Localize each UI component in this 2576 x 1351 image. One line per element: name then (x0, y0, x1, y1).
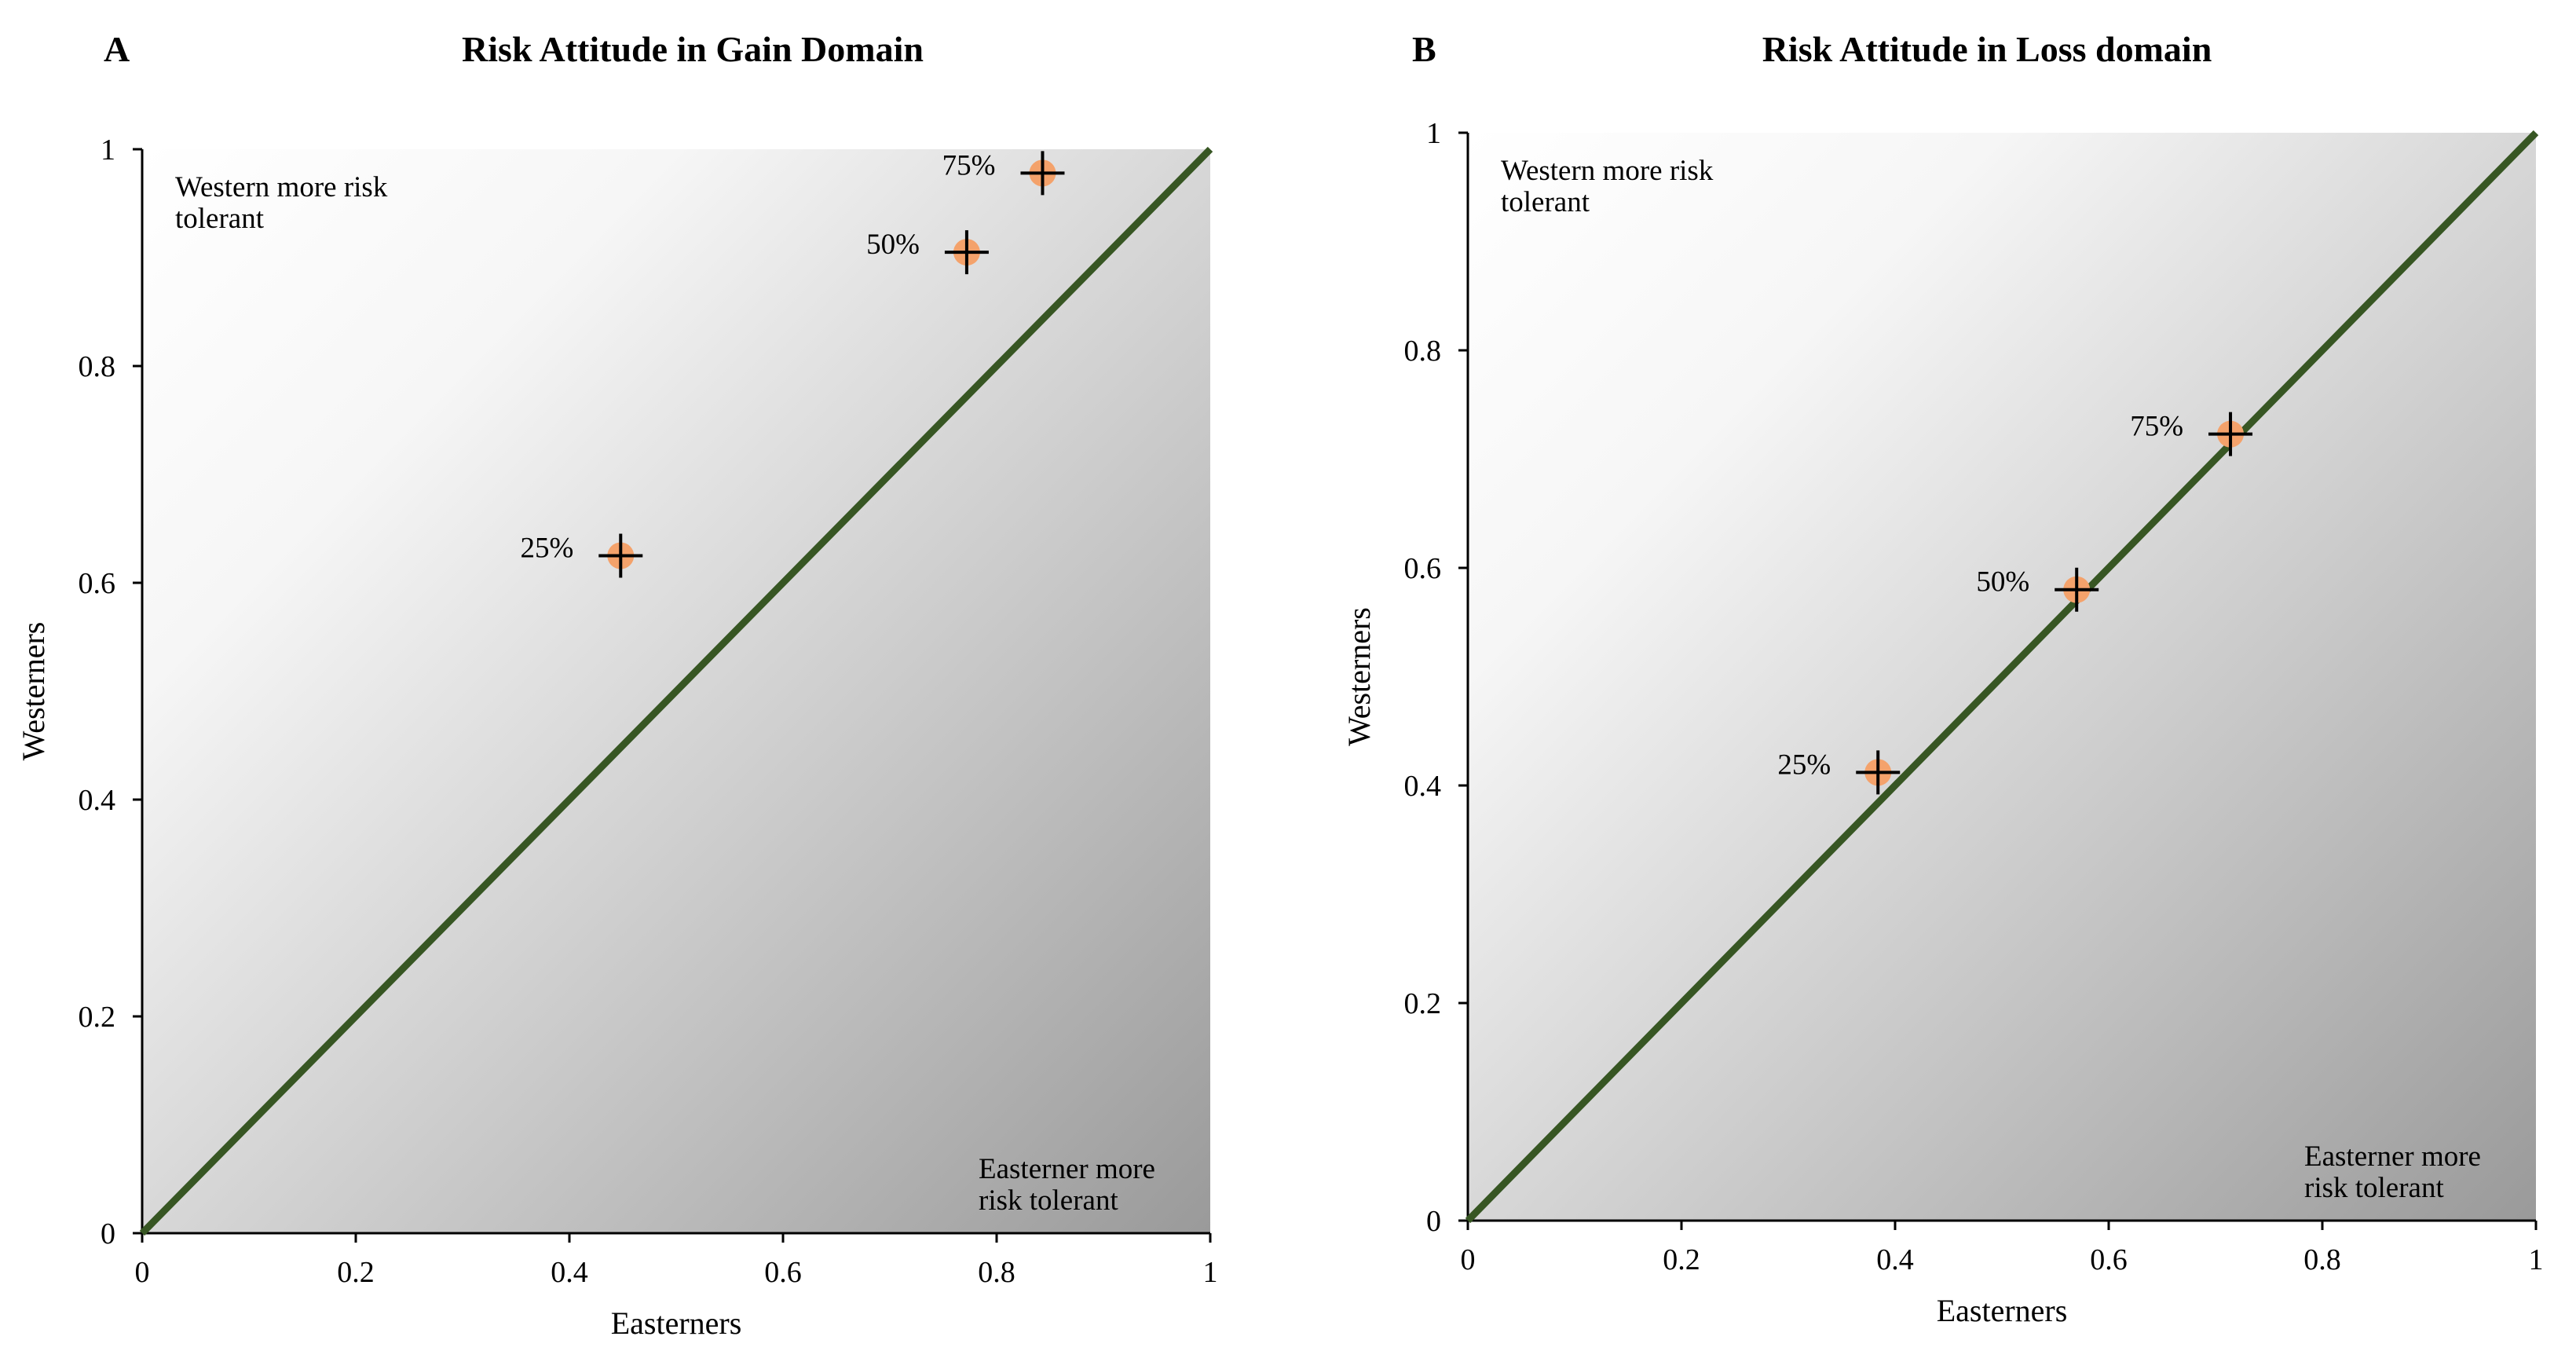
annotation-line: tolerant (1501, 186, 1590, 218)
point-label: 50% (866, 229, 920, 261)
y-tick-label: 0.2 (79, 1001, 116, 1034)
x-tick-label: 0.2 (337, 1256, 375, 1289)
annotation-line: Easterner more (979, 1153, 1155, 1185)
annotation-line: risk tolerant (2304, 1172, 2444, 1204)
annotation-line: tolerant (175, 203, 265, 235)
annotation-line: risk tolerant (979, 1184, 1118, 1217)
y-tick-label: 0.4 (1404, 770, 1442, 803)
x-tick-label: 0.4 (1876, 1243, 1914, 1276)
y-tick-label: 0.8 (1404, 335, 1442, 368)
x-tick-label: 0.6 (764, 1256, 802, 1289)
data-point: 50% (866, 229, 989, 275)
point-label: 50% (1976, 566, 2029, 599)
data-point: 50% (1976, 566, 2099, 612)
x-tick-label: 0.8 (2303, 1243, 2341, 1276)
y-tick-label: 0.2 (1404, 987, 1442, 1020)
diagonal-line (139, 146, 1213, 1236)
annotation-easterner: Easterner more risk tolerant (2304, 1140, 2481, 1204)
y-tick-label: 0.4 (79, 784, 116, 817)
x-tick-label: 0 (135, 1256, 150, 1289)
chart-svg-a: A Risk Attitude in Gain Domain 0 0.2 0.4 0.6 0… (16, 29, 1218, 1341)
y-tick-label: 0.8 (79, 350, 116, 383)
y-tick-label: 0.6 (79, 567, 116, 600)
annotation-line: Western more risk (175, 171, 388, 203)
diagonal-line (1465, 130, 2539, 1224)
data-point: 75% (942, 149, 1065, 196)
x-tick-label: 0.8 (978, 1256, 1015, 1289)
annotation-easterner: Easterner more risk tolerant (979, 1153, 1155, 1217)
data-point: 75% (2130, 411, 2253, 456)
y-tick-label: 0.6 (1404, 552, 1442, 585)
y-axis-title: Westerners (16, 622, 51, 761)
point-label: 75% (2130, 411, 2183, 443)
x-tick-label: 1 (1203, 1256, 1218, 1289)
data-point: 25% (520, 533, 643, 578)
panel-letter: A (104, 29, 130, 69)
panel-b: B Risk Attitude in Loss domain 0 0.2 0.4 0.6 0… (1288, 0, 2576, 1351)
y-tick-label: 1 (1426, 117, 1441, 150)
y-tick-label: 1 (101, 134, 115, 167)
x-tick-label: 0.2 (1663, 1243, 1700, 1276)
y-tick-label: 0 (1426, 1205, 1441, 1238)
chart-svg-b: B Risk Attitude in Loss domain 0 0.2 0.4 0.6 0… (1341, 29, 2544, 1328)
chart-title: Risk Attitude in Loss domain (1762, 29, 2212, 69)
x-axis-title: Easterners (611, 1305, 742, 1341)
x-tick-label: 0.4 (551, 1256, 588, 1289)
panel-letter: B (1412, 29, 1436, 69)
annotation-line: Western more risk (1501, 155, 1714, 187)
annotation-western: Western more risk tolerant (175, 171, 388, 235)
point-label: 75% (942, 149, 996, 181)
y-tick-label: 0 (101, 1217, 115, 1250)
x-axis-title: Easterners (1937, 1293, 2068, 1328)
point-label: 25% (520, 533, 573, 565)
x-tick-label: 0.6 (2090, 1243, 2128, 1276)
y-axis-title: Westerners (1341, 607, 1377, 746)
x-tick-label: 0 (1461, 1243, 1476, 1276)
chart-title: Risk Attitude in Gain Domain (462, 29, 924, 69)
annotation-western: Western more risk tolerant (1501, 155, 1714, 218)
x-tick-label: 1 (2529, 1243, 2544, 1276)
panel-a: A Risk Attitude in Gain Domain 0 0.2 0.4 0.6 0… (16, 29, 1218, 1341)
point-label: 25% (1777, 749, 1831, 781)
data-point: 25% (1777, 749, 1901, 795)
annotation-line: Easterner more (2304, 1140, 2481, 1173)
